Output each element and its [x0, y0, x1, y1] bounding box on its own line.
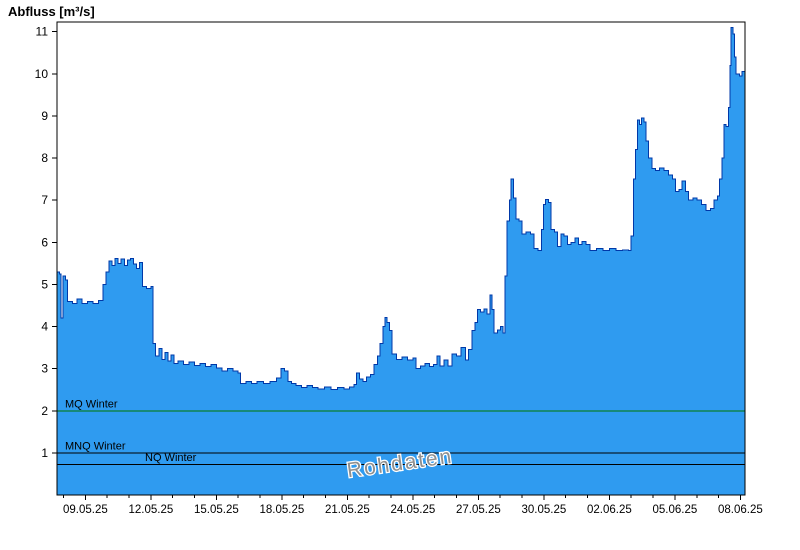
x-tick-label: 27.05.25 — [456, 504, 501, 516]
x-tick-label: 12.05.25 — [129, 504, 174, 516]
x-tick-label: 24.05.25 — [391, 504, 436, 516]
y-tick-label: 5 — [41, 277, 48, 291]
x-tick-label: 18.05.25 — [260, 504, 305, 516]
y-tick-label: 2 — [41, 404, 48, 418]
ref-label-mq-winter: MQ Winter — [65, 398, 118, 410]
ref-label-nq-winter: NQ Winter — [145, 452, 197, 464]
discharge-area — [57, 27, 745, 495]
y-axis: 1 2 3 4 5 6 7 8 9 10 11 — [35, 25, 57, 460]
reference-lines: MQ Winter MNQ Winter NQ Winter — [57, 398, 745, 466]
y-tick-label: 10 — [35, 67, 49, 81]
y-tick-label: 3 — [41, 362, 48, 376]
x-tick-label: 15.05.25 — [194, 504, 239, 516]
x-axis: 09.05.25 12.05.25 15.05.25 18.05.25 21.05.25… — [63, 495, 763, 516]
y-tick-label: 4 — [41, 320, 48, 334]
x-tick-label: 30.05.25 — [522, 504, 567, 516]
x-tick-label: 09.05.25 — [63, 504, 108, 516]
x-tick-label: 21.05.25 — [325, 504, 370, 516]
y-tick-label: 11 — [36, 25, 49, 39]
chart-title: Abfluss [m³/s] — [8, 4, 95, 19]
y-tick-label: 9 — [41, 109, 48, 123]
discharge-step-line — [57, 26, 746, 391]
x-tick-label: 05.06.25 — [653, 504, 698, 516]
y-tick-label: 8 — [41, 151, 48, 165]
y-tick-label: 1 — [41, 446, 48, 460]
plot-border — [56, 21, 746, 496]
x-tick-label: 08.06.25 — [718, 504, 763, 516]
y-tick-label: 7 — [41, 193, 48, 207]
ref-label-mnq-winter: MNQ Winter — [65, 440, 126, 452]
x-tick-label: 02.06.25 — [587, 504, 632, 516]
y-tick-label: 6 — [41, 235, 48, 249]
